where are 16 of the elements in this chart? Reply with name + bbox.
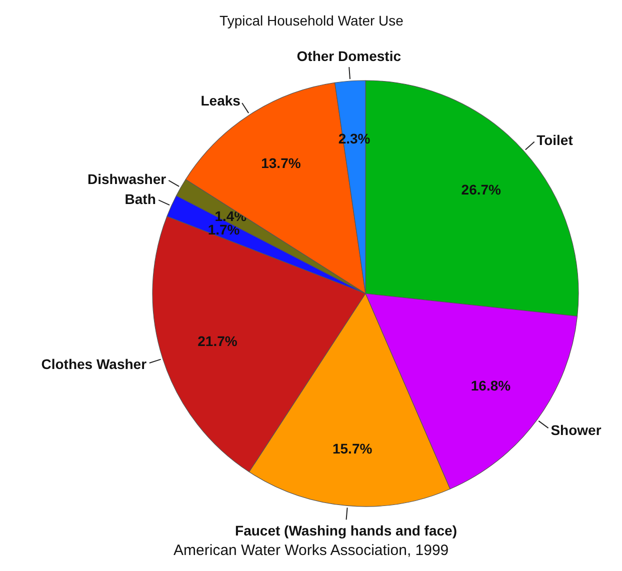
slice-label: Bath xyxy=(124,190,156,207)
text: American Water Works Association, 1999 xyxy=(174,542,449,559)
data-label: 1.7% xyxy=(208,222,240,238)
slice-label: Faucet (Washing hands and face) xyxy=(235,522,458,539)
data-label: 13.7% xyxy=(261,155,302,172)
slice-label: Other Domestic xyxy=(296,48,402,64)
data-label: 16.8% xyxy=(470,378,512,394)
data-label: 21.7% xyxy=(198,333,238,350)
data-label: 26.7% xyxy=(461,182,502,198)
chart-title: Typical Household Water Use xyxy=(220,12,404,28)
slice-label: Leaks xyxy=(200,92,241,108)
slice-label: Dishwasher xyxy=(87,170,167,187)
slice-label: Toilet xyxy=(536,132,574,148)
slice-label: Shower xyxy=(550,422,602,438)
slice-label: Clothes Washer xyxy=(41,356,148,372)
data-label: 15.7% xyxy=(332,440,373,456)
